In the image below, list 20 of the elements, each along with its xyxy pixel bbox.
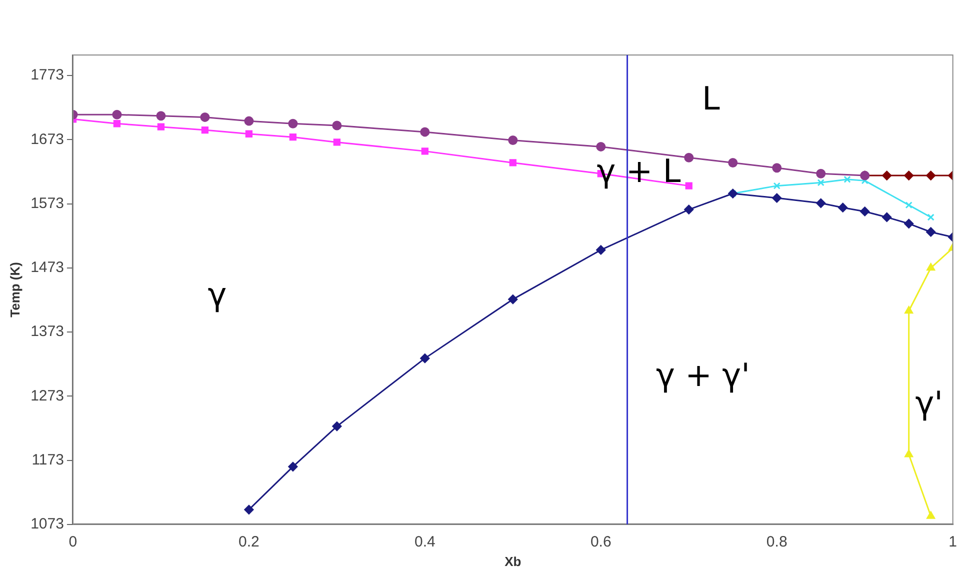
x-tick-label: 0.2 bbox=[238, 534, 260, 551]
x-tick-label: 1 bbox=[948, 534, 957, 551]
annotation: L bbox=[702, 79, 720, 118]
y-tick-label: 1373 bbox=[30, 323, 64, 340]
annotation: γ' bbox=[915, 384, 943, 422]
y-tick-label: 1473 bbox=[30, 259, 64, 276]
annotation: γ bbox=[208, 276, 227, 314]
y-tick-label: 1773 bbox=[30, 66, 64, 84]
y-tick-label: 1073 bbox=[30, 516, 64, 533]
y-axis-title: Temp (K) bbox=[7, 262, 22, 318]
annotation: γ + γ' bbox=[656, 356, 750, 394]
y-tick-label: 1573 bbox=[30, 194, 64, 212]
y-tick-label: 1273 bbox=[30, 387, 64, 404]
x-axis-title: Xb bbox=[504, 554, 522, 569]
x-tick-label: 0.8 bbox=[766, 534, 788, 551]
x-tick-label: 0.6 bbox=[590, 534, 612, 551]
x-tick-label: 0 bbox=[68, 534, 78, 551]
x-tick-label: 0.4 bbox=[414, 534, 436, 551]
y-tick-label: 1173 bbox=[32, 451, 64, 468]
y-tick-label: 1673 bbox=[30, 130, 64, 148]
